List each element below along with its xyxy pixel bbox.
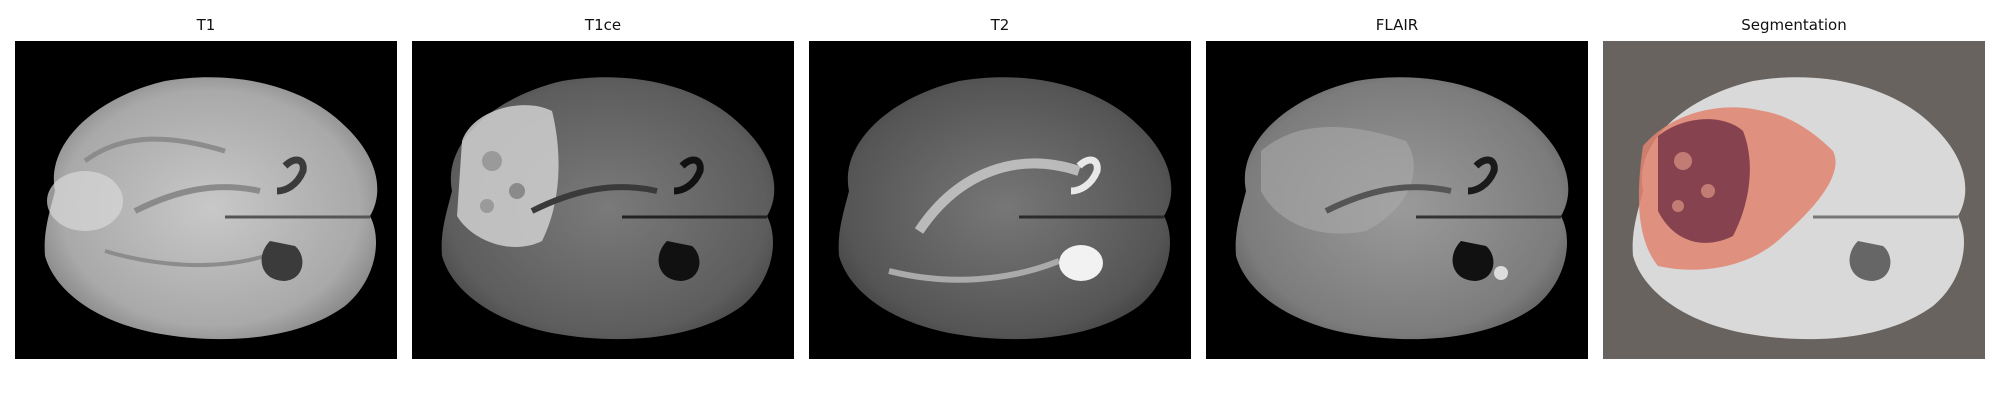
mri-image-flair [1206, 41, 1588, 359]
mri-image-t1ce [412, 41, 794, 359]
panel-title-t2: T2 [990, 16, 1010, 34]
panel-t1: T1 [15, 0, 397, 400]
panel-title-t1: T1 [196, 16, 216, 34]
panel-title-flair: FLAIR [1375, 16, 1419, 34]
segmentation-overlay-image [1603, 41, 1985, 359]
panel-title-segmentation: Segmentation [1741, 16, 1847, 34]
mri-image-t2 [809, 41, 1191, 359]
panel-title-t1ce: T1ce [584, 16, 622, 34]
mri-image-t1 [15, 41, 397, 359]
panel-t1ce: T1ce [412, 0, 794, 400]
panel-t2: T2 [809, 0, 1191, 400]
panel-segmentation: Segmentation [1603, 0, 1985, 400]
panel-flair: FLAIR [1206, 0, 1588, 400]
